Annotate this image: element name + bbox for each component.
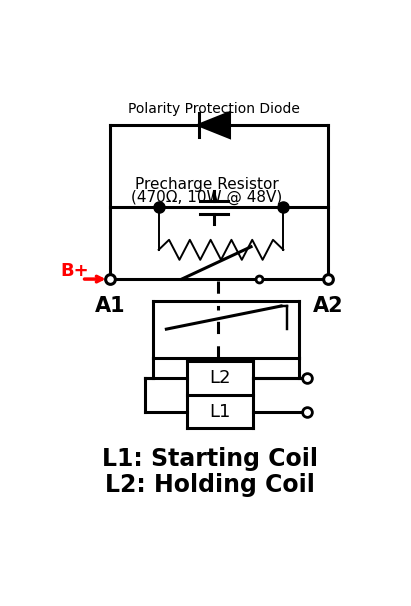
Text: (470Ω, 10W @ 48V): (470Ω, 10W @ 48V) — [131, 190, 282, 205]
Text: Polarity Protection Diode: Polarity Protection Diode — [128, 102, 300, 116]
Polygon shape — [199, 113, 229, 138]
Text: Precharge Resistor: Precharge Resistor — [134, 177, 278, 192]
Text: A2: A2 — [313, 296, 343, 316]
Text: L1: Starting Coil: L1: Starting Coil — [102, 447, 318, 471]
Text: L2: Holding Coil: L2: Holding Coil — [105, 473, 315, 497]
Text: L2: L2 — [209, 369, 231, 387]
Text: B+: B+ — [60, 262, 89, 281]
Text: A1: A1 — [95, 296, 125, 316]
Text: L1: L1 — [209, 402, 231, 421]
